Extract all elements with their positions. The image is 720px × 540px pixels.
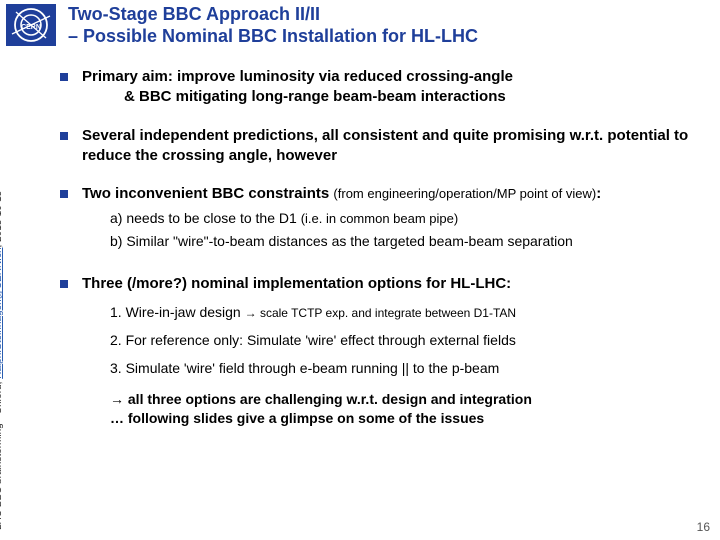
b3a-text: needs to be close to the D1: [122, 210, 300, 226]
bullet-3-paren: (from engineering/operation/MP point of …: [333, 186, 596, 201]
b3b-text: Similar "wire"-to-beam distances as the …: [122, 233, 572, 249]
bullet-4-item1: 1. Wire-in-jaw design → scale TCTP exp. …: [110, 301, 532, 323]
bullet-marker-icon: [60, 132, 68, 140]
b4-3-text: Simulate 'wire' field through e-beam run…: [122, 360, 500, 376]
bullet-3-main: Two inconvenient BBC constraints: [82, 185, 333, 202]
bullet-1-line2: & BBC mitigating long-range beam-beam in…: [82, 88, 506, 105]
bullet-3-body: Two inconvenient BBC constraints (from e…: [82, 184, 601, 254]
bullet-2-text: Several independent predictions, all con…: [82, 126, 696, 167]
b4-1-label: 1.: [110, 304, 122, 320]
title-line-1: Two-Stage BBC Approach II/II: [68, 4, 714, 26]
conclusion-l2: … following slides give a glimpse on som…: [110, 410, 484, 426]
b4-2-label: 2.: [110, 332, 122, 348]
b4-2-text: For reference only: Simulate 'wire' effe…: [122, 332, 516, 348]
bullet-4-main: Three (/more?) nominal implementation op…: [82, 275, 511, 292]
bullet-4-numlist: 1. Wire-in-jaw design → scale TCTP exp. …: [110, 301, 532, 380]
b4-1-text: Wire-in-jaw design: [122, 304, 245, 320]
cern-logo: CERN: [6, 4, 56, 46]
sidebar-link[interactable]: Ralph.Steinhagen@CERN.ch: [0, 247, 4, 378]
slide-content: Primary aim: improve luminosity via redu…: [0, 53, 720, 447]
b4-3-label: 3.: [110, 360, 122, 376]
bullet-3-colon: :: [596, 185, 601, 202]
title-block: Two-Stage BBC Approach II/II – Possible …: [68, 4, 714, 47]
slide-header: CERN Two-Stage BBC Approach II/II – Poss…: [0, 0, 720, 53]
bullet-4: Three (/more?) nominal implementation op…: [60, 274, 696, 429]
bullet-1: Primary aim: improve luminosity via redu…: [60, 67, 696, 108]
sidebar-prefix: LHC BBC brainstorming - Oxford,: [0, 379, 4, 530]
b3b-label: b): [110, 233, 122, 249]
svg-text:CERN: CERN: [21, 24, 41, 31]
bullet-marker-icon: [60, 190, 68, 198]
conclusion-l1: → all three options are challenging w.r.…: [110, 391, 532, 407]
page-number: 16: [697, 520, 710, 534]
bullet-1-text: Primary aim: improve luminosity via redu…: [82, 67, 513, 108]
bullet-1-line1: Primary aim: improve luminosity via redu…: [82, 68, 513, 85]
bullet-4-item3: 3. Simulate 'wire' field through e-beam …: [110, 357, 532, 379]
conclusion: → all three options are challenging w.r.…: [110, 390, 532, 429]
bullet-4-body: Three (/more?) nominal implementation op…: [82, 274, 532, 429]
bullet-marker-icon: [60, 280, 68, 288]
bullet-3: Two inconvenient BBC constraints (from e…: [60, 184, 696, 254]
bullet-3a: a) needs to be close to the D1 (i.e. in …: [110, 208, 601, 229]
sidebar-suffix: , 2013-10-15: [0, 191, 4, 248]
bullet-marker-icon: [60, 73, 68, 81]
sidebar-citation: LHC BBC brainstorming - Oxford, Ralph.St…: [0, 191, 4, 530]
bullet-3b: b) Similar "wire"-to-beam distances as t…: [110, 231, 601, 252]
title-line-2: – Possible Nominal BBC Installation for …: [68, 26, 714, 48]
bullet-4-item2: 2. For reference only: Simulate 'wire' e…: [110, 329, 532, 351]
b3a-label: a): [110, 210, 122, 226]
b4-1-arrow: → scale TCTP exp. and integrate between …: [245, 306, 516, 320]
bullet-2: Several independent predictions, all con…: [60, 126, 696, 167]
b3a-paren: (i.e. in common beam pipe): [301, 211, 459, 226]
bullet-3-sublist: a) needs to be close to the D1 (i.e. in …: [110, 208, 601, 252]
